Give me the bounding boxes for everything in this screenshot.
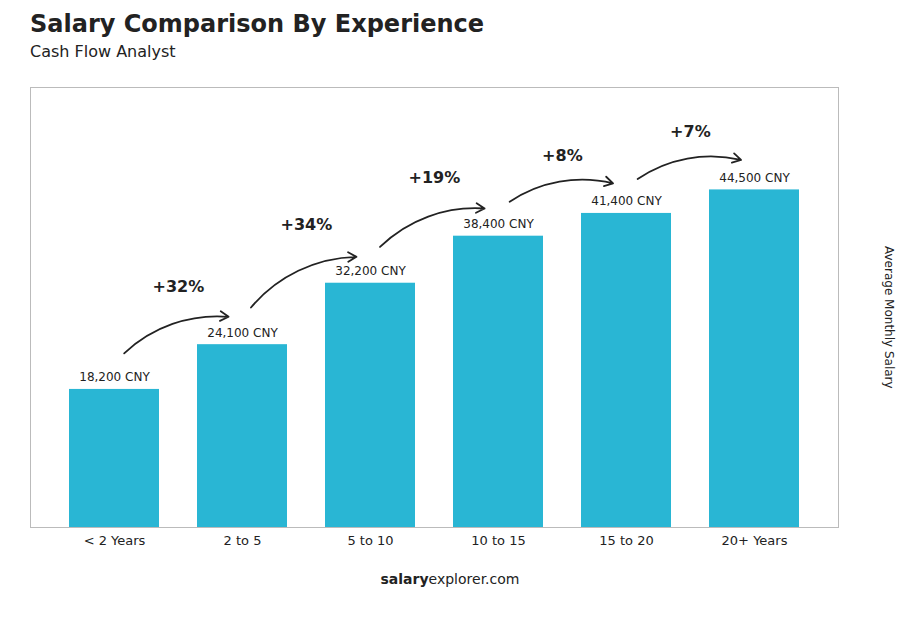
- html-text:salary explorer.com: salary explorer.com: [380, 571, 520, 587]
- svg-text:41,400 CNY: 41,400 CNY: [591, 194, 662, 208]
- svg-text:24,100 CNY: 24,100 CNY: [207, 326, 278, 340]
- html-text:Average Monthly Salary: Average Monthly Salary: [882, 245, 896, 389]
- svg-text:+34%: +34%: [281, 215, 333, 234]
- svg-text:20+ Years: 20+ Years: [722, 533, 788, 548]
- svg-text:32,200 CNY: 32,200 CNY: [335, 264, 406, 278]
- svg-text:+8%: +8%: [542, 146, 583, 165]
- svg-text:+32%: +32%: [153, 277, 205, 296]
- html-text:Cash Flow Analyst: Cash Flow Analyst: [30, 42, 176, 61]
- svg-text:5 to 10: 5 to 10: [347, 533, 393, 548]
- svg-text:44,500 CNY: 44,500 CNY: [719, 171, 790, 185]
- svg-text:15 to 20: 15 to 20: [599, 533, 653, 548]
- svg-text:2 to 5: 2 to 5: [224, 533, 262, 548]
- svg-text:10 to 15: 10 to 15: [471, 533, 525, 548]
- html-text:Salary Comparison By Experienc: Salary Comparison By Experience: [30, 10, 485, 38]
- svg-text:+7%: +7%: [670, 122, 711, 141]
- svg-text:18,200 CNY: 18,200 CNY: [79, 370, 150, 384]
- svg-text:+19%: +19%: [409, 168, 461, 187]
- svg-text:38,400 CNY: 38,400 CNY: [463, 217, 534, 231]
- svg-text:< 2 Years: < 2 Years: [84, 533, 146, 548]
